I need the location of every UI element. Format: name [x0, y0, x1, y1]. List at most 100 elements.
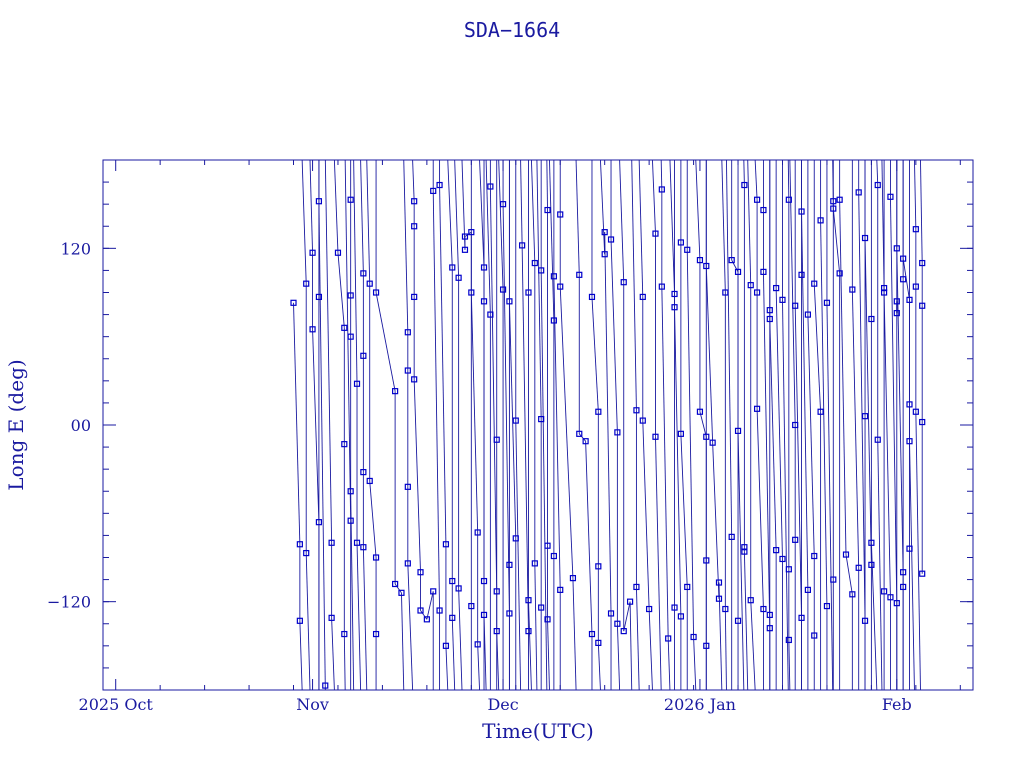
data-point — [804, 311, 811, 318]
series-segment — [528, 600, 532, 690]
data-point — [880, 588, 888, 595]
data-point — [531, 560, 538, 567]
series-segment — [661, 286, 669, 639]
data-point — [861, 617, 869, 624]
series-segment — [909, 441, 915, 690]
data-point — [887, 594, 894, 601]
series-segment — [547, 619, 550, 690]
data-point — [785, 636, 792, 644]
x-tick-label: Nov — [296, 695, 329, 714]
data-point — [411, 376, 418, 383]
data-point — [887, 193, 894, 200]
series-segment — [591, 296, 599, 412]
data-point — [798, 271, 805, 278]
data-point — [614, 429, 621, 436]
series-segment — [530, 160, 536, 264]
data-point — [868, 539, 875, 546]
series-segment — [807, 314, 815, 557]
data-point — [499, 201, 507, 208]
series-segment — [787, 160, 790, 200]
series-segment — [896, 248, 904, 573]
series-segment — [559, 286, 574, 579]
series-segment — [597, 642, 601, 690]
data-point — [309, 249, 316, 256]
data-point — [741, 181, 748, 189]
data-point — [766, 625, 773, 632]
y-axis-label: Long E (deg) — [4, 359, 28, 490]
series-segment — [369, 480, 377, 558]
data-point — [461, 246, 469, 253]
data-point — [347, 517, 354, 524]
data-point — [811, 552, 818, 560]
series-segment — [546, 160, 548, 211]
chart-title: SDA−1664 — [464, 18, 560, 42]
data-point — [531, 259, 538, 267]
series-markers — [290, 181, 926, 689]
data-point — [658, 186, 665, 193]
series-segment — [407, 563, 414, 690]
data-point — [480, 611, 488, 619]
data-point — [347, 488, 354, 495]
data-point — [766, 307, 773, 314]
data-point — [487, 311, 494, 318]
data-point — [411, 223, 418, 230]
series-segment — [360, 160, 364, 274]
data-point — [817, 408, 824, 415]
data-point — [919, 259, 926, 267]
data-point — [525, 597, 532, 604]
data-point — [512, 535, 519, 542]
data-point — [773, 547, 780, 554]
data-point — [912, 226, 919, 233]
series-segment — [464, 231, 472, 237]
data-point — [430, 588, 437, 595]
data-point — [360, 270, 367, 277]
data-point — [468, 229, 475, 236]
series-segment — [889, 196, 898, 604]
data-point — [861, 234, 869, 242]
series-segment — [521, 245, 529, 632]
data-point — [792, 421, 799, 429]
series-segment — [502, 204, 510, 614]
data-point — [855, 189, 862, 196]
data-point — [595, 639, 602, 646]
data-point — [417, 569, 424, 576]
data-point — [753, 289, 761, 296]
data-point — [550, 552, 557, 560]
series-segment — [877, 439, 883, 690]
data-point — [550, 317, 557, 324]
data-point — [436, 607, 443, 614]
data-point — [538, 267, 545, 274]
data-point — [506, 298, 513, 305]
y-axis-ticks: −120 00 120 — [47, 239, 973, 612]
series-segment — [635, 586, 640, 690]
x-axis-label: Time(UTC) — [482, 719, 594, 743]
series-segment — [508, 301, 517, 539]
data-point — [595, 408, 602, 415]
series-segment — [660, 160, 663, 190]
series-segment — [718, 582, 723, 690]
data-point — [906, 438, 913, 445]
data-point — [722, 289, 729, 296]
x-axis-ticks: 2025 Oct Nov Dec 2026 Jan Feb — [79, 160, 912, 714]
data-point — [893, 298, 900, 305]
series-segment — [312, 329, 320, 523]
data-point — [703, 433, 710, 440]
y-tick-label: −120 — [47, 593, 91, 612]
series-segment — [610, 239, 618, 433]
data-point — [747, 282, 754, 289]
series-segment — [470, 292, 479, 533]
series-segment — [712, 442, 720, 599]
data-point — [874, 181, 881, 189]
data-point — [353, 539, 361, 546]
series-segment — [789, 160, 796, 426]
data-point — [315, 293, 323, 301]
data-point — [550, 273, 557, 280]
data-point — [811, 632, 818, 639]
data-point — [588, 293, 596, 301]
data-point — [868, 315, 875, 323]
series-segment — [309, 160, 314, 253]
data-point — [366, 477, 373, 485]
data-point — [328, 539, 335, 546]
data-point — [753, 196, 761, 203]
series-segment — [451, 617, 456, 690]
